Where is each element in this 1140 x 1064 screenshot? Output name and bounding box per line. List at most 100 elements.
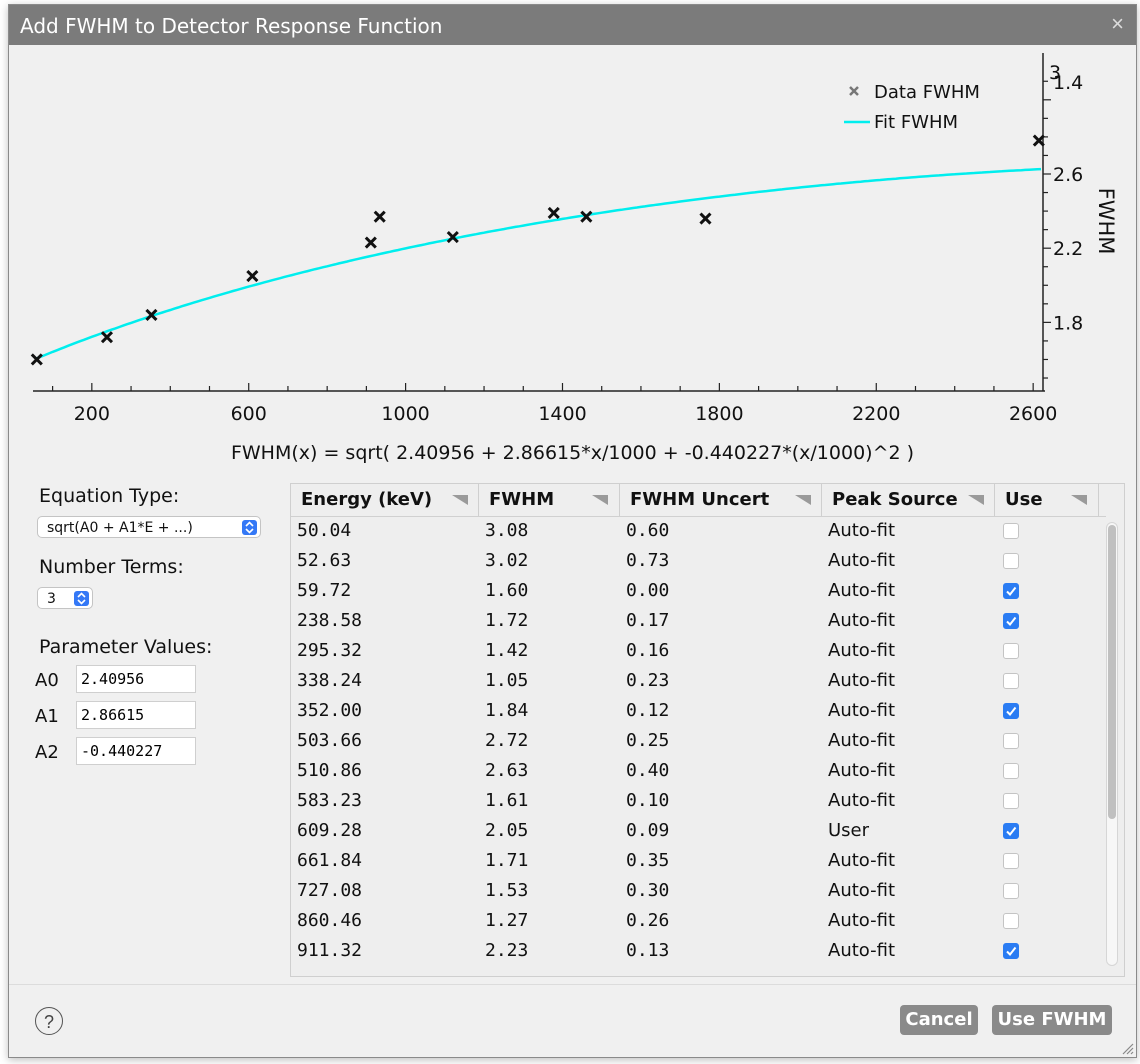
- table-row[interactable]: 295.32 1.42 0.16 Auto-fit: [291, 636, 1106, 666]
- table-row[interactable]: 52.63 3.02 0.73 Auto-fit: [291, 546, 1106, 576]
- table-row[interactable]: 661.84 1.71 0.35 Auto-fit: [291, 846, 1106, 876]
- use-checkbox[interactable]: [1003, 793, 1019, 809]
- table-row[interactable]: 609.28 2.05 0.09 User: [291, 816, 1106, 846]
- energy-cell: 860.46: [297, 910, 363, 931]
- sort-icon: [1071, 495, 1087, 505]
- col-header-peak-source[interactable]: Peak Source: [822, 484, 995, 516]
- legend-data-label: Data FWHM: [874, 82, 980, 103]
- fwhm-uncert-cell: 0.35: [626, 850, 670, 871]
- use-checkbox[interactable]: [1003, 703, 1019, 719]
- energy-cell: 338.24: [297, 670, 363, 691]
- fwhm-cell: 1.42: [485, 640, 529, 661]
- sort-icon: [592, 495, 608, 505]
- param-a0-input[interactable]: [76, 665, 196, 693]
- use-checkbox[interactable]: [1003, 913, 1019, 929]
- table-row[interactable]: 727.08 1.53 0.30 Auto-fit: [291, 876, 1106, 906]
- chart-background: [9, 45, 1136, 475]
- equation-type-select[interactable]: sqrt(A0 + A1*E + ...): [37, 516, 261, 538]
- scroll-thumb[interactable]: [1108, 525, 1116, 819]
- energy-cell: 661.84: [297, 850, 363, 871]
- use-checkbox[interactable]: [1003, 763, 1019, 779]
- use-checkbox[interactable]: [1003, 823, 1019, 839]
- col-header-label: Energy (keV): [301, 489, 433, 510]
- fwhm-chart: 200 600 1000 1400 1800 2200 2600 1.8 2.2 2.6 1.43 F…: [9, 45, 1136, 475]
- data-fwhm-point: [100, 331, 114, 344]
- use-checkbox[interactable]: [1003, 943, 1019, 959]
- table-row[interactable]: 860.46 1.27 0.26 Auto-fit: [291, 906, 1106, 936]
- param-a1-input[interactable]: [76, 701, 196, 729]
- fwhm-cell: 2.23: [485, 940, 529, 961]
- dialog-titlebar[interactable]: Add FWHM to Detector Response Function ×: [9, 5, 1136, 45]
- energy-cell: 911.32: [297, 940, 363, 961]
- fwhm-uncert-cell: 0.26: [626, 910, 670, 931]
- fwhm-cell: 1.60: [485, 580, 529, 601]
- peak-source-cell: Auto-fit: [828, 580, 896, 601]
- fwhm-cell: 2.72: [485, 730, 529, 751]
- use-checkbox[interactable]: [1003, 673, 1019, 689]
- col-header-fwhm-uncert[interactable]: FWHM Uncert: [620, 484, 822, 516]
- number-terms-select[interactable]: 3: [37, 587, 93, 609]
- col-header-use[interactable]: Use: [995, 484, 1099, 516]
- sort-icon: [795, 495, 811, 505]
- use-checkbox[interactable]: [1003, 643, 1019, 659]
- use-checkbox[interactable]: [1003, 553, 1019, 569]
- help-icon[interactable]: ?: [35, 1007, 63, 1035]
- table-scrollbar[interactable]: [1106, 522, 1118, 966]
- use-checkbox[interactable]: [1003, 523, 1019, 539]
- fwhm-uncert-cell: 0.16: [626, 640, 670, 661]
- energy-cell: 238.58: [297, 610, 363, 631]
- energy-cell: 727.08: [297, 880, 363, 901]
- use-checkbox[interactable]: [1003, 733, 1019, 749]
- table-row[interactable]: 503.66 2.72 0.25 Auto-fit: [291, 726, 1106, 756]
- peaks-table: Energy (keV) FWHM FWHM Uncert Peak Sourc…: [290, 483, 1125, 977]
- cancel-button[interactable]: Cancel: [900, 1005, 978, 1035]
- use-fwhm-button[interactable]: Use FWHM: [992, 1005, 1112, 1035]
- table-row[interactable]: 510.86 2.63 0.40 Auto-fit: [291, 756, 1106, 786]
- table-row[interactable]: 50.04 3.08 0.60 Auto-fit: [291, 516, 1106, 546]
- data-fwhm-point: [1032, 134, 1045, 147]
- peak-source-cell: Auto-fit: [828, 520, 896, 541]
- use-checkbox[interactable]: [1003, 883, 1019, 899]
- fwhm-uncert-cell: 0.12: [626, 700, 670, 721]
- table-row[interactable]: 59.72 1.60 0.00 Auto-fit: [291, 576, 1106, 606]
- legend-data-marker: [849, 86, 859, 96]
- col-header-fwhm[interactable]: FWHM: [479, 484, 620, 516]
- table-row[interactable]: 352.00 1.84 0.12 Auto-fit: [291, 696, 1106, 726]
- fwhm-uncert-cell: 0.00: [626, 580, 670, 601]
- fwhm-dialog: Add FWHM to Detector Response Function ×…: [8, 4, 1137, 1058]
- energy-cell: 352.00: [297, 700, 363, 721]
- fwhm-uncert-cell: 0.13: [626, 940, 670, 961]
- y-tick-label: 3: [1049, 62, 1061, 84]
- x-tick-label: 1800: [695, 403, 743, 425]
- x-tick-label: 200: [74, 403, 110, 425]
- param-a2-input[interactable]: [76, 737, 196, 765]
- dialog-title: Add FWHM to Detector Response Function: [20, 14, 443, 38]
- col-header-energy[interactable]: Energy (keV): [291, 484, 479, 516]
- use-checkbox[interactable]: [1003, 613, 1019, 629]
- fwhm-uncert-cell: 0.40: [626, 760, 670, 781]
- peak-source-cell: Auto-fit: [828, 640, 896, 661]
- table-row[interactable]: 583.23 1.61 0.10 Auto-fit: [291, 786, 1106, 816]
- table-row[interactable]: 911.32 2.23 0.13 Auto-fit: [291, 936, 1106, 966]
- fwhm-uncert-cell: 0.30: [626, 880, 670, 901]
- number-terms-label: Number Terms:: [39, 556, 184, 578]
- table-row[interactable]: 238.58 1.72 0.17 Auto-fit: [291, 606, 1106, 636]
- table-row[interactable]: 338.24 1.05 0.23 Auto-fit: [291, 666, 1106, 696]
- peak-source-cell: Auto-fit: [828, 910, 896, 931]
- x-tick-label: 1000: [381, 403, 429, 425]
- data-fwhm-point: [580, 210, 593, 223]
- energy-cell: 50.04: [297, 520, 352, 541]
- select-arrows-icon: [242, 520, 257, 535]
- close-icon[interactable]: ×: [1111, 11, 1124, 36]
- use-checkbox[interactable]: [1003, 853, 1019, 869]
- fwhm-cell: 3.08: [485, 520, 529, 541]
- use-checkbox[interactable]: [1003, 583, 1019, 599]
- y-tick-label: 2.2: [1053, 238, 1083, 260]
- y-tick-label: 2.6: [1053, 164, 1083, 186]
- fwhm-uncert-cell: 0.25: [626, 730, 670, 751]
- data-fwhm-point: [246, 269, 259, 283]
- energy-cell: 59.72: [297, 580, 352, 601]
- resize-grip-icon[interactable]: [1118, 1039, 1134, 1055]
- fwhm-cell: 1.71: [485, 850, 529, 871]
- energy-cell: 510.86: [297, 760, 363, 781]
